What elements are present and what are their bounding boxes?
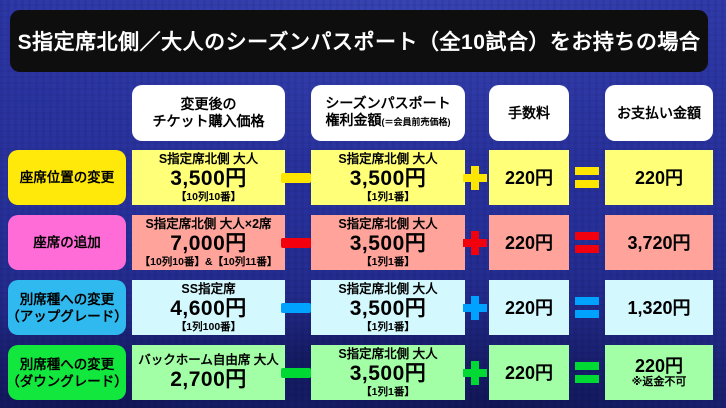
after-ticket-cell: S指定席北側 大人×2席 7,000円 【10列10番】&【10列11番】 [132,215,285,270]
title-bar: S指定席北側／大人のシーズンパスポート（全10試合）をお持ちの場合 [10,10,708,72]
fee-cell: 220円 [489,345,569,400]
page-title: S指定席北側／大人のシーズンパスポート（全10試合）をお持ちの場合 [17,31,701,54]
row-label-upgrade: 別席種への変更 （アップグレード） [6,280,128,335]
fee-cell: 220円 [489,150,569,205]
total-cell: 3,720円 [605,215,713,270]
passport-rights-cell: S指定席北側 大人 3,500円 【1列1番】 [311,345,465,400]
minus-icon [281,345,311,400]
header-fee: 手数料 [489,85,569,141]
equals-icon [569,215,605,270]
fee-cell: 220円 [489,215,569,270]
plus-icon [461,280,489,335]
equals-icon [569,280,605,335]
after-ticket-cell: S指定席北側 大人 3,500円 【10列10番】 [132,150,285,205]
total-cell: 220円 [605,150,713,205]
after-ticket-cell: SS指定席 4,600円 【1列100番】 [132,280,285,335]
plus-icon [461,215,489,270]
row-label-seat-position-change: 座席位置の変更 [8,150,126,205]
total-cell: 1,320円 [605,280,713,335]
header-rights-note: (＝会員前売価格) [381,117,451,127]
header-passport-rights: シーズンパスポート 権利金額(＝会員前売価格) [311,85,465,141]
equals-icon [569,345,605,400]
passport-rights-cell: S指定席北側 大人 3,500円 【1列1番】 [311,215,465,270]
header-after-price: 変更後の チケット購入価格 [132,85,285,141]
row-label-downgrade: 別席種への変更 （ダウングレード） [6,345,128,400]
minus-icon [281,280,311,335]
after-ticket-cell: バックホーム自由席 大人 2,700円 [132,345,285,400]
passport-rights-cell: S指定席北側 大人 3,500円 【1列1番】 [311,150,465,205]
plus-icon [461,150,489,205]
equals-icon [569,150,605,205]
row-label-seat-addition: 座席の追加 [8,215,126,270]
passport-rights-cell: S指定席北側 大人 3,500円 【1列1番】 [311,280,465,335]
minus-icon [281,215,311,270]
header-total: お支払い金額 [605,85,713,141]
fee-cell: 220円 [489,280,569,335]
minus-icon [281,150,311,205]
total-cell: 220円 ※返金不可 [605,345,713,400]
plus-icon [461,345,489,400]
